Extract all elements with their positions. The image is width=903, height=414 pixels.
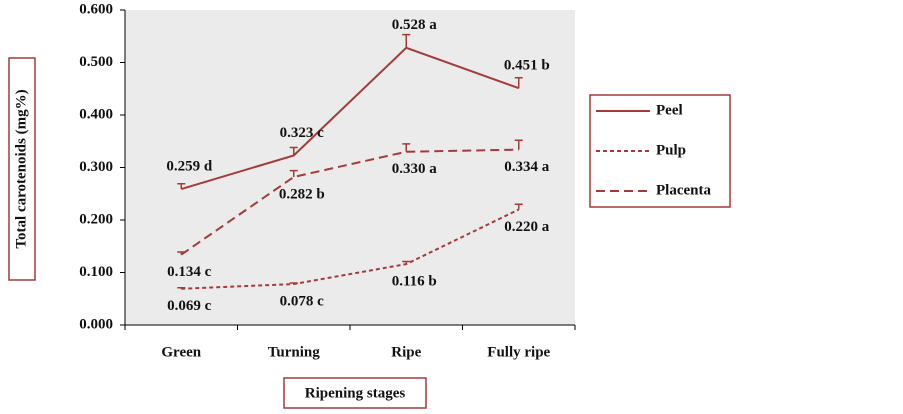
x-tick-label: Turning <box>268 344 320 360</box>
data-label: 0.259 d <box>166 158 213 174</box>
data-label: 0.451 b <box>504 58 550 74</box>
y-tick-label: 0.600 <box>79 1 113 17</box>
x-label-box <box>283 377 427 409</box>
error-bar <box>289 169 298 177</box>
y-label-box <box>8 57 36 281</box>
error-bar <box>402 143 411 152</box>
y-tick-label: 0.500 <box>79 54 113 70</box>
error-bar <box>514 76 523 89</box>
data-label: 0.323 c <box>280 125 325 141</box>
x-tick-label: Green <box>161 344 201 360</box>
data-label: 0.220 a <box>504 219 550 235</box>
data-label: 0.069 c <box>167 298 212 314</box>
error-bar <box>177 286 186 289</box>
data-label: 0.134 c <box>167 264 212 280</box>
series-line <box>180 46 520 190</box>
x-tick-label: Fully ripe <box>487 344 550 360</box>
error-bar <box>177 183 186 190</box>
error-bar <box>289 146 298 156</box>
y-axis-label: Total carotenoids (mg%) <box>13 89 29 248</box>
error-bar <box>177 251 186 255</box>
data-label: 0.078 c <box>280 293 325 309</box>
error-bar <box>402 33 411 48</box>
y-tick-label: 0.000 <box>79 316 113 332</box>
data-label: 0.282 b <box>279 186 325 202</box>
error-bar <box>514 203 523 210</box>
y-tick-label: 0.300 <box>79 159 113 175</box>
data-label: 0.330 a <box>392 161 438 177</box>
legend-label: Placenta <box>656 182 711 198</box>
series-line <box>181 208 520 290</box>
series-line <box>180 148 519 256</box>
data-label: 0.528 a <box>392 17 438 33</box>
legend-label: Pulp <box>656 142 686 158</box>
plot-area <box>125 10 575 325</box>
x-tick-label: Ripe <box>391 344 421 360</box>
y-tick-label: 0.100 <box>79 264 113 280</box>
x-axis-label: Ripening stages <box>305 385 406 401</box>
error-bar <box>402 260 411 265</box>
legend-label: Peel <box>656 102 683 118</box>
error-bar <box>514 139 523 150</box>
y-tick-label: 0.400 <box>79 106 113 122</box>
data-label: 0.116 b <box>392 274 437 290</box>
data-label: 0.334 a <box>504 159 550 175</box>
error-bar <box>289 282 298 285</box>
y-tick-label: 0.200 <box>79 211 113 227</box>
